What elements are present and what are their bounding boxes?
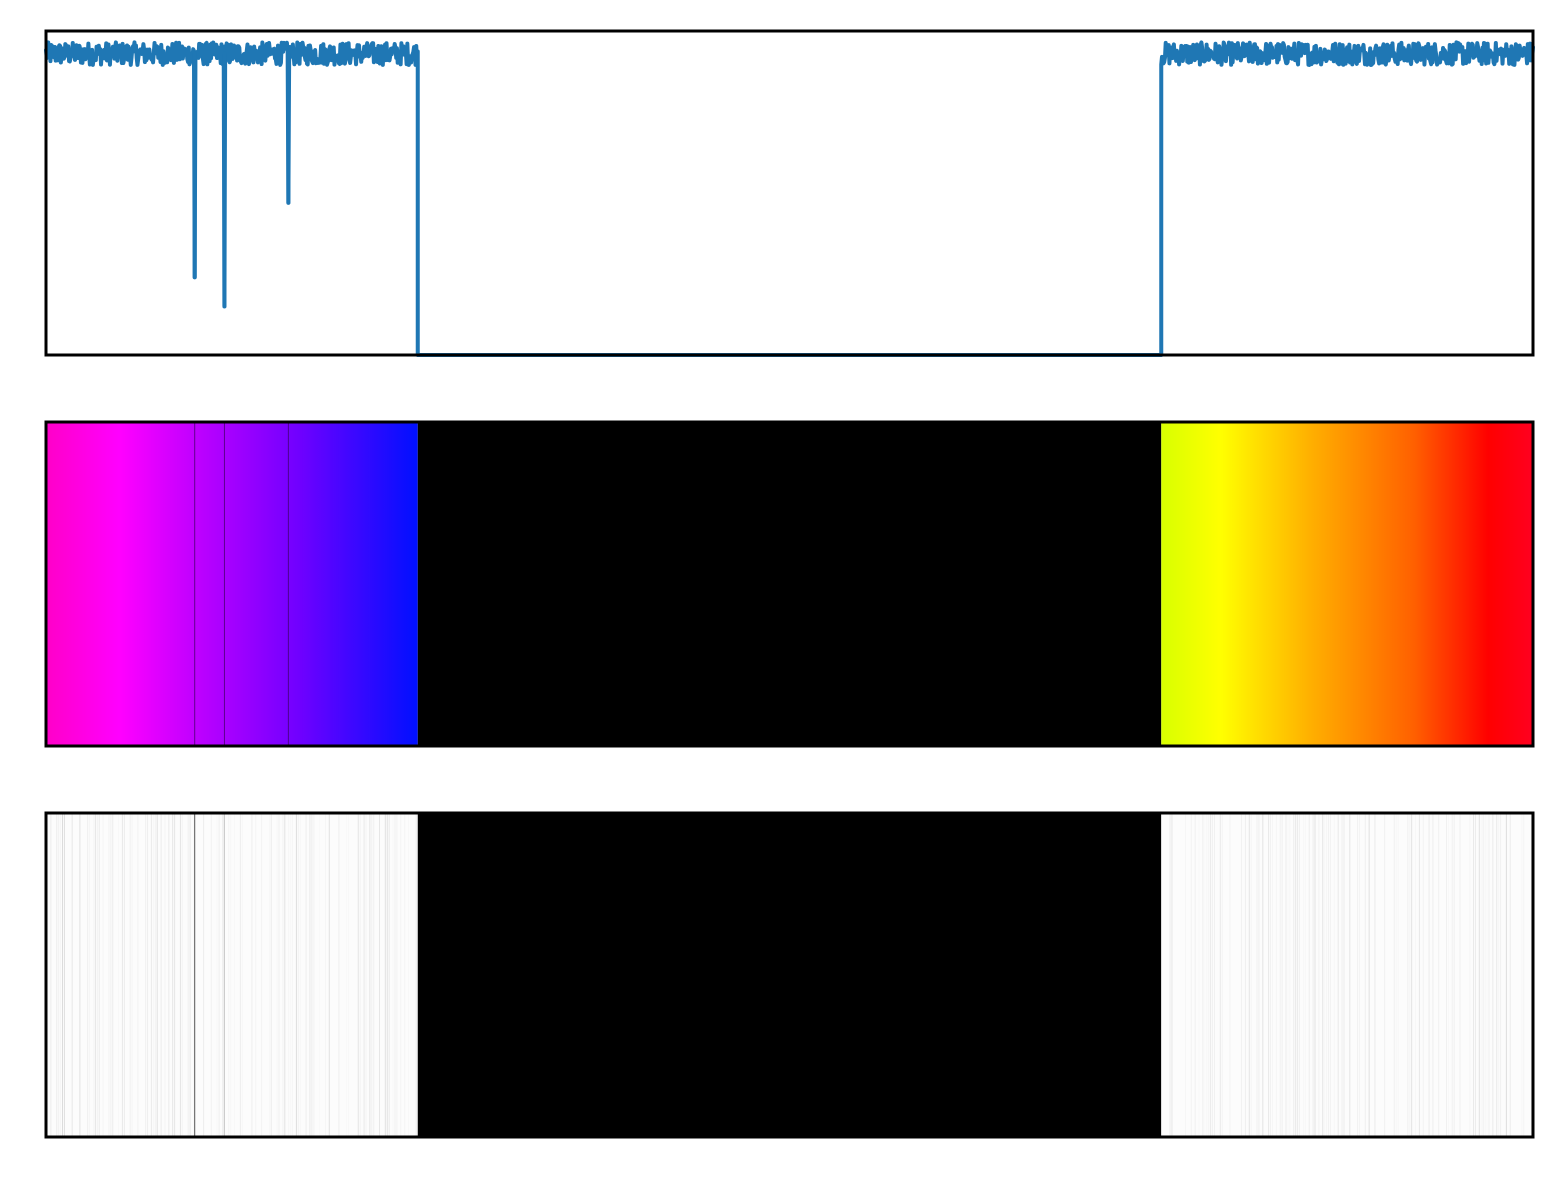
signal-panel: [44, 29, 1535, 357]
hue-strip-masked-segment: [417, 422, 1162, 746]
gray-strip-left-segment: [46, 813, 418, 1137]
signal-plot-area: [46, 31, 1533, 355]
hue-separator-lines: [194, 422, 289, 746]
gray-panel-frame: [44, 811, 1535, 1139]
hue-colormap-panel: [44, 420, 1535, 748]
hue-panel-frame: [44, 420, 1535, 748]
dip-marks: [192, 51, 291, 309]
hue-strip-right-segment: [1161, 422, 1533, 746]
grayscale-panel: [44, 811, 1535, 1139]
signal-panel-frame: [44, 29, 1535, 357]
gray-strip-masked-segment: [417, 813, 1162, 1137]
hue-strip-left-segment: [46, 422, 418, 746]
gray-strip-right-segment: [1161, 813, 1533, 1137]
gray-texture-lines: [50, 813, 1533, 1137]
